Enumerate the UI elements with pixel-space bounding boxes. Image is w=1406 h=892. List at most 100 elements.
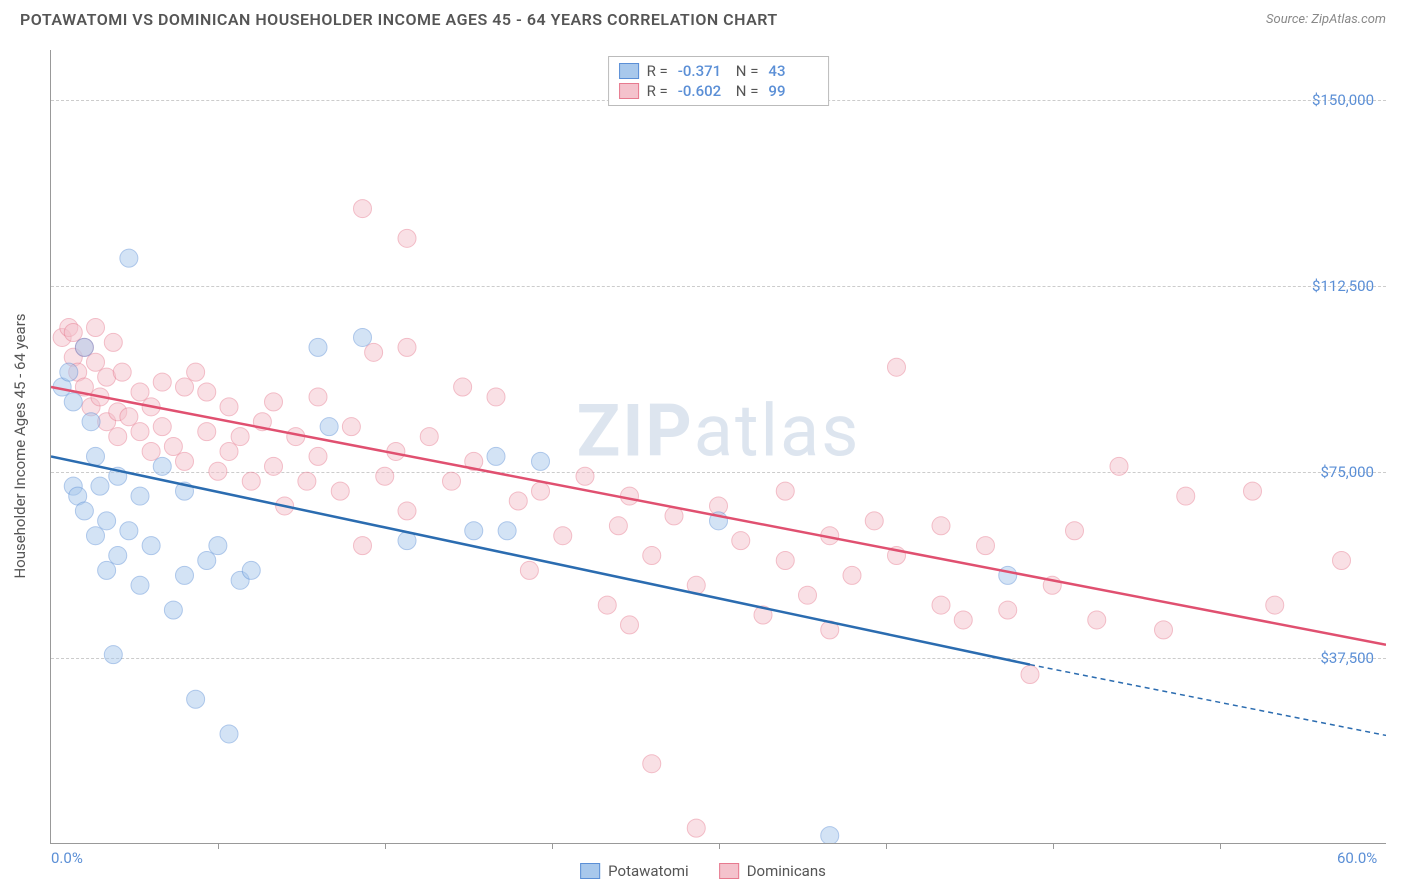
data-point: [643, 755, 661, 773]
data-point: [776, 482, 794, 500]
legend-series-label: Potawatomi: [608, 862, 689, 880]
data-point: [954, 611, 972, 629]
legend-swatch: [619, 63, 639, 79]
data-point: [98, 512, 116, 530]
chart-title: POTAWATOMI VS DOMINICAN HOUSEHOLDER INCO…: [20, 10, 778, 29]
data-point: [265, 393, 283, 411]
data-point: [142, 442, 160, 460]
data-point: [932, 517, 950, 535]
legend-item: Potawatomi: [580, 862, 689, 880]
data-point: [176, 452, 194, 470]
data-point: [354, 200, 372, 218]
data-point: [120, 522, 138, 540]
data-point: [1066, 522, 1084, 540]
source-attribution: Source: ZipAtlas.com: [1266, 12, 1386, 27]
data-point: [776, 552, 794, 570]
data-point: [309, 388, 327, 406]
data-point: [843, 566, 861, 584]
data-point: [1244, 482, 1262, 500]
trend-line-dominicans: [51, 387, 1386, 645]
data-point: [153, 457, 171, 475]
data-point: [354, 328, 372, 346]
scatter-plot-svg: [51, 50, 1386, 843]
data-point: [104, 333, 122, 351]
data-point: [220, 725, 238, 743]
data-point: [799, 586, 817, 604]
data-point: [131, 487, 149, 505]
data-point: [865, 512, 883, 530]
data-point: [420, 428, 438, 446]
legend-swatch: [580, 863, 600, 879]
data-point: [487, 447, 505, 465]
data-point: [198, 383, 216, 401]
data-point: [309, 447, 327, 465]
data-point: [198, 423, 216, 441]
legend-r-label: R =: [647, 82, 668, 100]
data-point: [187, 363, 205, 381]
legend-item: Dominicans: [719, 862, 826, 880]
data-point: [331, 482, 349, 500]
data-point: [999, 601, 1017, 619]
x-tick-mark: [218, 843, 219, 849]
data-point: [209, 462, 227, 480]
data-point: [220, 398, 238, 416]
data-point: [398, 338, 416, 356]
data-point: [1333, 552, 1351, 570]
data-point: [609, 517, 627, 535]
data-point: [164, 438, 182, 456]
data-point: [1021, 665, 1039, 683]
data-point: [131, 576, 149, 594]
legend-swatch: [719, 863, 739, 879]
data-point: [109, 547, 127, 565]
data-point: [242, 561, 260, 579]
data-point: [220, 442, 238, 460]
legend-r-label: R =: [647, 62, 668, 80]
data-point: [443, 472, 461, 490]
data-point: [87, 353, 105, 371]
data-point: [621, 487, 639, 505]
data-point: [643, 547, 661, 565]
data-point: [309, 338, 327, 356]
data-point: [176, 378, 194, 396]
data-point: [120, 249, 138, 267]
x-tick-label: 0.0%: [51, 849, 83, 867]
data-point: [113, 363, 131, 381]
x-tick-label: 60.0%: [1337, 849, 1377, 867]
data-point: [91, 477, 109, 495]
legend-row: R = -0.602 N = 99: [619, 81, 819, 101]
data-point: [687, 819, 705, 837]
trend-line-potawatomi-ext: [1030, 665, 1386, 736]
data-point: [365, 343, 383, 361]
legend-n-label: N =: [736, 62, 759, 80]
data-point: [532, 482, 550, 500]
data-point: [621, 616, 639, 634]
data-point: [1266, 596, 1284, 614]
data-point: [1155, 621, 1173, 639]
data-point: [87, 319, 105, 337]
data-point: [75, 338, 93, 356]
data-point: [198, 552, 216, 570]
data-point: [64, 393, 82, 411]
x-tick-mark: [1053, 843, 1054, 849]
data-point: [487, 388, 505, 406]
data-point: [398, 229, 416, 247]
legend-series-label: Dominicans: [747, 862, 826, 880]
data-point: [64, 324, 82, 342]
data-point: [598, 596, 616, 614]
data-point: [465, 522, 483, 540]
data-point: [265, 457, 283, 475]
legend-n-value: 99: [768, 82, 818, 100]
chart-plot-area: R = -0.371 N = 43 R = -0.602 N = 99 ZIPa…: [50, 50, 1386, 844]
data-point: [75, 502, 93, 520]
data-point: [732, 532, 750, 550]
x-tick-mark: [719, 843, 720, 849]
data-point: [977, 537, 995, 555]
data-point: [231, 428, 249, 446]
data-point: [187, 690, 205, 708]
data-point: [821, 827, 839, 843]
data-point: [142, 537, 160, 555]
data-point: [354, 537, 372, 555]
x-tick-mark: [1220, 843, 1221, 849]
data-point: [509, 492, 527, 510]
data-point: [454, 378, 472, 396]
